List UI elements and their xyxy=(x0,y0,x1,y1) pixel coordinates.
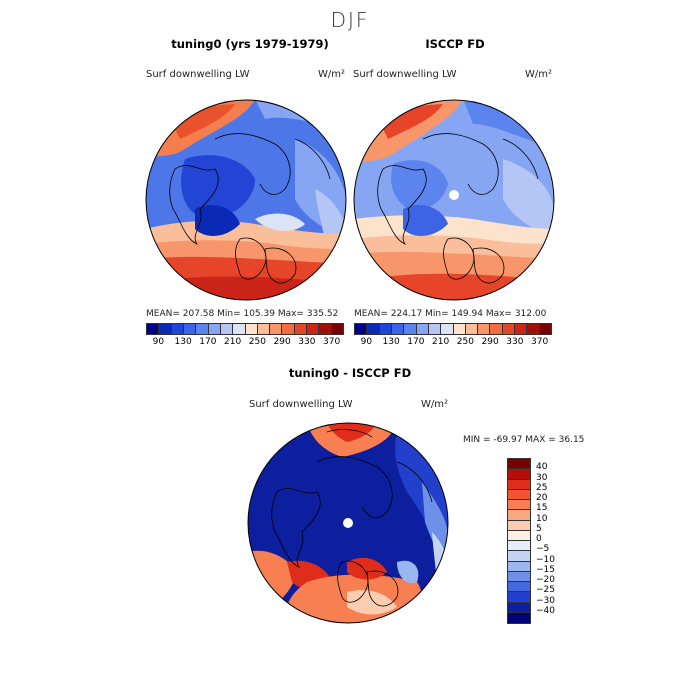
colorbar-label: 25 xyxy=(536,482,548,493)
colorbar-swatch xyxy=(508,510,530,521)
abs-colorbar-1: 90 130 170 210 250 290 330 370 xyxy=(146,323,344,349)
abs-colorbar-2: 90 130 170 210 250 290 330 370 xyxy=(354,323,552,349)
colorbar-label: −25 xyxy=(536,585,555,596)
colorbar-label: 170 xyxy=(407,337,425,347)
colorbar-label: −20 xyxy=(536,575,555,585)
colorbar-swatch xyxy=(196,324,209,334)
colorbar-label: 370 xyxy=(531,337,549,347)
colorbar-label: 330 xyxy=(506,337,524,347)
colorbar-swatch xyxy=(171,324,184,334)
colorbar-swatch xyxy=(508,530,530,541)
colorbar-swatch xyxy=(233,324,246,334)
colorbar-label: −10 xyxy=(536,554,555,565)
colorbar-label: 370 xyxy=(323,337,341,347)
colorbar-label: 30 xyxy=(536,472,548,483)
colorbar-swatch xyxy=(508,582,530,593)
colorbar-label: 10 xyxy=(536,513,548,524)
colorbar-label: 130 xyxy=(382,337,400,347)
colorbar-swatch xyxy=(367,324,380,334)
colorbar-swatch xyxy=(465,324,479,334)
panel-1-field-label: Surf downwelling LW xyxy=(146,69,250,80)
panel-1-units: W/m² xyxy=(318,69,346,80)
colorbar-label: −40 xyxy=(536,605,555,616)
panel-2-map xyxy=(353,99,555,301)
colorbar-label: −15 xyxy=(536,564,555,575)
colorbar-swatch xyxy=(220,324,234,334)
colorbar-swatch xyxy=(508,520,530,531)
colorbar-label: −5 xyxy=(536,544,550,555)
panel-2-units: W/m² xyxy=(525,69,553,80)
diff-field-label: Surf downwelling LW xyxy=(249,399,353,410)
colorbar-swatch xyxy=(508,541,530,552)
panel-1-title: tuning0 (yrs 1979-1979) xyxy=(171,37,329,51)
colorbar-swatch xyxy=(331,324,343,334)
colorbar-swatch xyxy=(508,479,530,490)
colorbar-swatch xyxy=(508,571,530,582)
diff-units: W/m² xyxy=(421,399,449,410)
colorbar-swatch xyxy=(502,324,516,334)
colorbar-swatch xyxy=(208,324,221,334)
colorbar-swatch xyxy=(508,612,530,623)
colorbar-label: 130 xyxy=(174,337,192,347)
colorbar-swatch xyxy=(508,602,530,613)
diff-stats: MIN = -69.97 MAX = 36.15 xyxy=(463,435,585,445)
diff-map xyxy=(247,422,449,624)
diff-panel-title: tuning0 - ISCCP FD xyxy=(288,366,412,380)
colorbar-swatch xyxy=(428,324,442,334)
panel-2-title: ISCCP FD xyxy=(425,37,485,51)
colorbar-swatch xyxy=(159,324,172,334)
colorbar-label: 90 xyxy=(360,337,373,347)
colorbar-swatch xyxy=(147,324,160,334)
colorbar-swatch xyxy=(245,324,258,334)
colorbar-label: 0 xyxy=(536,534,542,544)
colorbar-swatch xyxy=(270,324,283,334)
colorbar-label: 90 xyxy=(152,337,165,347)
colorbar-label: 40 xyxy=(536,462,548,473)
colorbar-label: 5 xyxy=(536,523,542,534)
colorbar-label: 15 xyxy=(536,503,548,514)
colorbar-label: 210 xyxy=(432,337,450,347)
panel-2-stats: MEAN= 224.17 Min= 149.94 Max= 312.00 xyxy=(354,309,547,319)
colorbar-label: 170 xyxy=(199,337,217,347)
colorbar-swatch xyxy=(257,324,271,334)
colorbar-label: 250 xyxy=(456,337,474,347)
colorbar-swatch xyxy=(539,324,551,334)
colorbar-swatch xyxy=(490,324,503,334)
season-title: DJF xyxy=(330,8,370,32)
colorbar-swatch xyxy=(508,459,530,470)
colorbar-label: 330 xyxy=(298,337,316,347)
colorbar-swatch xyxy=(441,324,454,334)
colorbar-swatch xyxy=(391,324,405,334)
colorbar-label: 250 xyxy=(248,337,266,347)
colorbar-label: −30 xyxy=(536,595,555,606)
diff-colorbar xyxy=(507,458,531,624)
colorbar-swatch xyxy=(508,551,530,562)
colorbar-swatch xyxy=(416,324,429,334)
colorbar-swatch xyxy=(294,324,308,334)
panel-1-stats: MEAN= 207.58 Min= 105.39 Max= 335.52 xyxy=(146,309,339,319)
colorbar-swatch xyxy=(404,324,417,334)
colorbar-swatch xyxy=(508,489,530,500)
colorbar-swatch xyxy=(319,324,332,334)
colorbar-swatch xyxy=(508,592,530,603)
colorbar-swatch xyxy=(508,561,530,572)
colorbar-swatch xyxy=(508,500,530,511)
colorbar-swatch xyxy=(183,324,197,334)
colorbar-swatch xyxy=(478,324,491,334)
colorbar-swatch xyxy=(355,324,368,334)
colorbar-swatch xyxy=(379,324,392,334)
colorbar-label: 20 xyxy=(536,493,548,503)
panel-2-field-label: Surf downwelling LW xyxy=(353,69,457,80)
colorbar-swatch xyxy=(307,324,320,334)
panel-1-map xyxy=(145,99,347,301)
colorbar-swatch xyxy=(527,324,540,334)
colorbar-swatch xyxy=(515,324,528,334)
colorbar-swatch xyxy=(282,324,295,334)
colorbar-label: 290 xyxy=(481,337,499,347)
colorbar-swatch xyxy=(453,324,466,334)
colorbar-label: 210 xyxy=(224,337,242,347)
colorbar-swatch xyxy=(508,469,530,480)
diff-colorbar-labels: 40 30 25 20 15 10 5 0 −5 −10 −15 −20 −25 −30 −40 xyxy=(536,458,576,622)
colorbar-label: 290 xyxy=(273,337,291,347)
